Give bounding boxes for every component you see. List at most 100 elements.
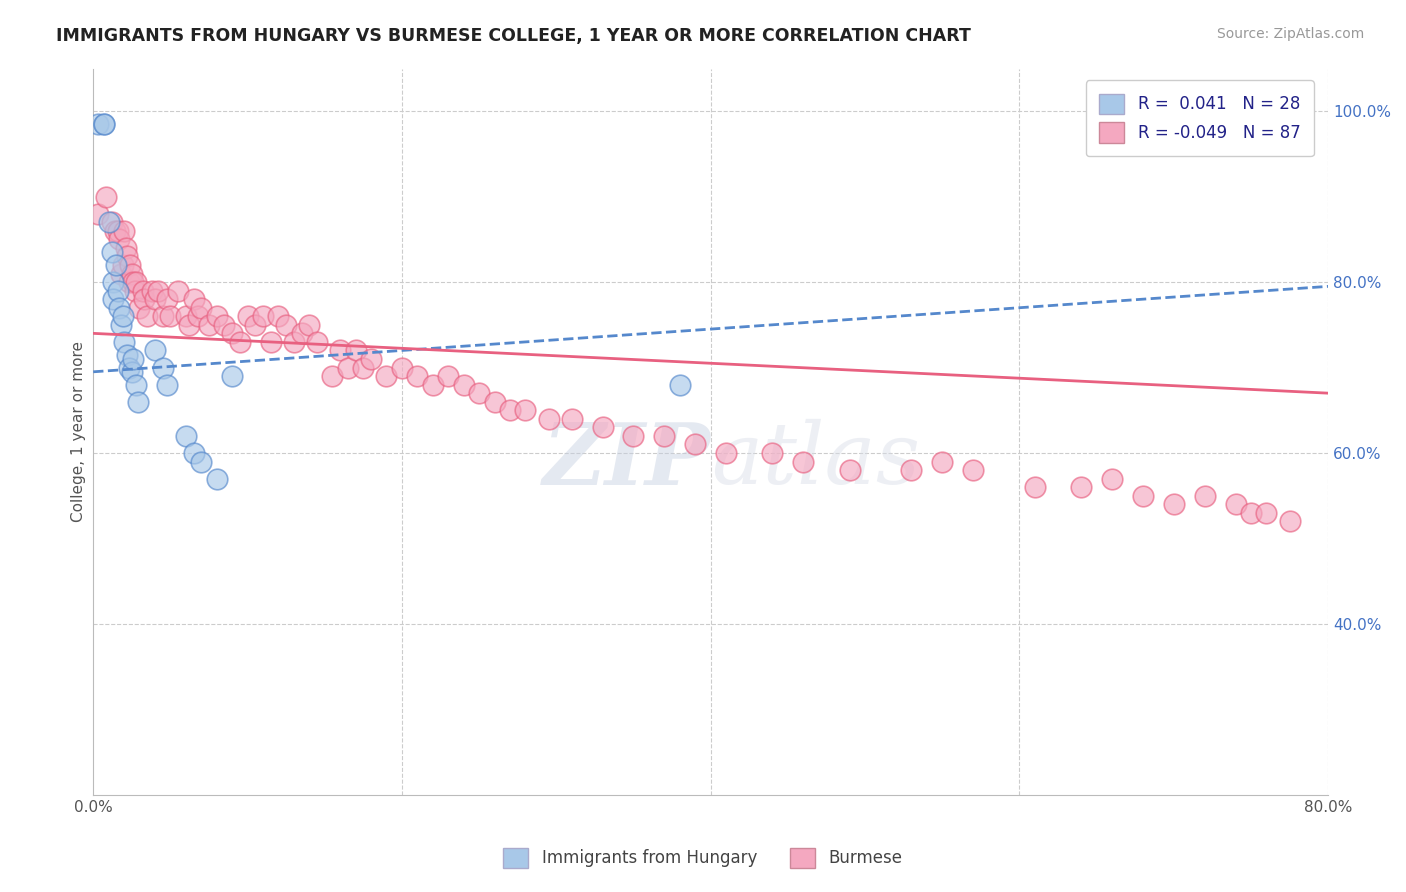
Point: [115, 250, 138, 264]
Text: Source: ZipAtlas.com: Source: ZipAtlas.com: [1216, 27, 1364, 41]
Point: [122, 351, 145, 366]
Point: [260, 334, 283, 349]
Point: [143, 343, 166, 358]
Point: [177, 318, 200, 332]
Point: [761, 446, 783, 460]
Point: [156, 377, 179, 392]
Point: [360, 351, 382, 366]
Point: [112, 224, 135, 238]
Legend: Immigrants from Hungary, Burmese: Immigrants from Hungary, Burmese: [496, 841, 910, 875]
Point: [623, 429, 645, 443]
Point: [121, 365, 143, 379]
Point: [453, 377, 475, 392]
Y-axis label: College, 1 year or more: College, 1 year or more: [72, 341, 86, 522]
Point: [592, 420, 614, 434]
Point: [118, 275, 141, 289]
Point: [329, 343, 352, 358]
Point: [104, 224, 127, 238]
Point: [714, 446, 737, 460]
Point: [838, 463, 860, 477]
Point: [103, 275, 125, 289]
Point: [198, 318, 221, 332]
Point: [422, 377, 444, 392]
Point: [336, 360, 359, 375]
Point: [221, 326, 243, 341]
Point: [97, 215, 120, 229]
Point: [112, 334, 135, 349]
Point: [107, 284, 129, 298]
Point: [290, 326, 312, 341]
Point: [111, 310, 134, 324]
Text: atlas: atlas: [710, 419, 920, 502]
Point: [468, 386, 491, 401]
Point: [792, 454, 814, 468]
Point: [484, 394, 506, 409]
Point: [114, 241, 136, 255]
Point: [143, 292, 166, 306]
Point: [94, 189, 117, 203]
Point: [352, 360, 374, 375]
Point: [1240, 506, 1263, 520]
Point: [146, 284, 169, 298]
Point: [537, 412, 560, 426]
Point: [1024, 480, 1046, 494]
Point: [344, 343, 367, 358]
Point: [93, 117, 115, 131]
Point: [900, 463, 922, 477]
Point: [283, 334, 305, 349]
Point: [118, 360, 141, 375]
Point: [437, 369, 460, 384]
Point: [205, 472, 228, 486]
Point: [122, 275, 145, 289]
Point: [205, 310, 228, 324]
Point: [305, 334, 328, 349]
Point: [276, 318, 298, 332]
Point: [159, 310, 181, 324]
Point: [141, 284, 163, 298]
Point: [125, 377, 148, 392]
Point: [499, 403, 522, 417]
Point: [229, 334, 252, 349]
Point: [93, 117, 115, 131]
Point: [107, 224, 129, 238]
Point: [110, 267, 132, 281]
Point: [108, 301, 131, 315]
Point: [128, 301, 150, 315]
Point: [111, 258, 134, 272]
Point: [267, 310, 290, 324]
Point: [391, 360, 413, 375]
Point: [174, 429, 197, 443]
Point: [561, 412, 583, 426]
Point: [167, 284, 190, 298]
Point: [214, 318, 236, 332]
Point: [108, 232, 131, 246]
Point: [105, 258, 128, 272]
Point: [134, 292, 156, 306]
Point: [124, 284, 146, 298]
Point: [1163, 497, 1185, 511]
Point: [125, 275, 148, 289]
Point: [321, 369, 343, 384]
Point: [156, 292, 179, 306]
Point: [1194, 489, 1216, 503]
Point: [100, 245, 122, 260]
Point: [183, 446, 205, 460]
Point: [131, 284, 153, 298]
Point: [110, 318, 132, 332]
Point: [1070, 480, 1092, 494]
Point: [103, 292, 125, 306]
Point: [190, 454, 212, 468]
Point: [962, 463, 984, 477]
Point: [127, 394, 149, 409]
Text: ZIP: ZIP: [543, 419, 710, 502]
Point: [298, 318, 321, 332]
Point: [120, 258, 142, 272]
Point: [1101, 472, 1123, 486]
Point: [1225, 497, 1247, 511]
Point: [152, 310, 174, 324]
Point: [654, 429, 676, 443]
Point: [87, 207, 110, 221]
Point: [87, 117, 110, 131]
Legend: R =  0.041   N = 28, R = -0.049   N = 87: R = 0.041 N = 28, R = -0.049 N = 87: [1085, 80, 1313, 156]
Point: [515, 403, 537, 417]
